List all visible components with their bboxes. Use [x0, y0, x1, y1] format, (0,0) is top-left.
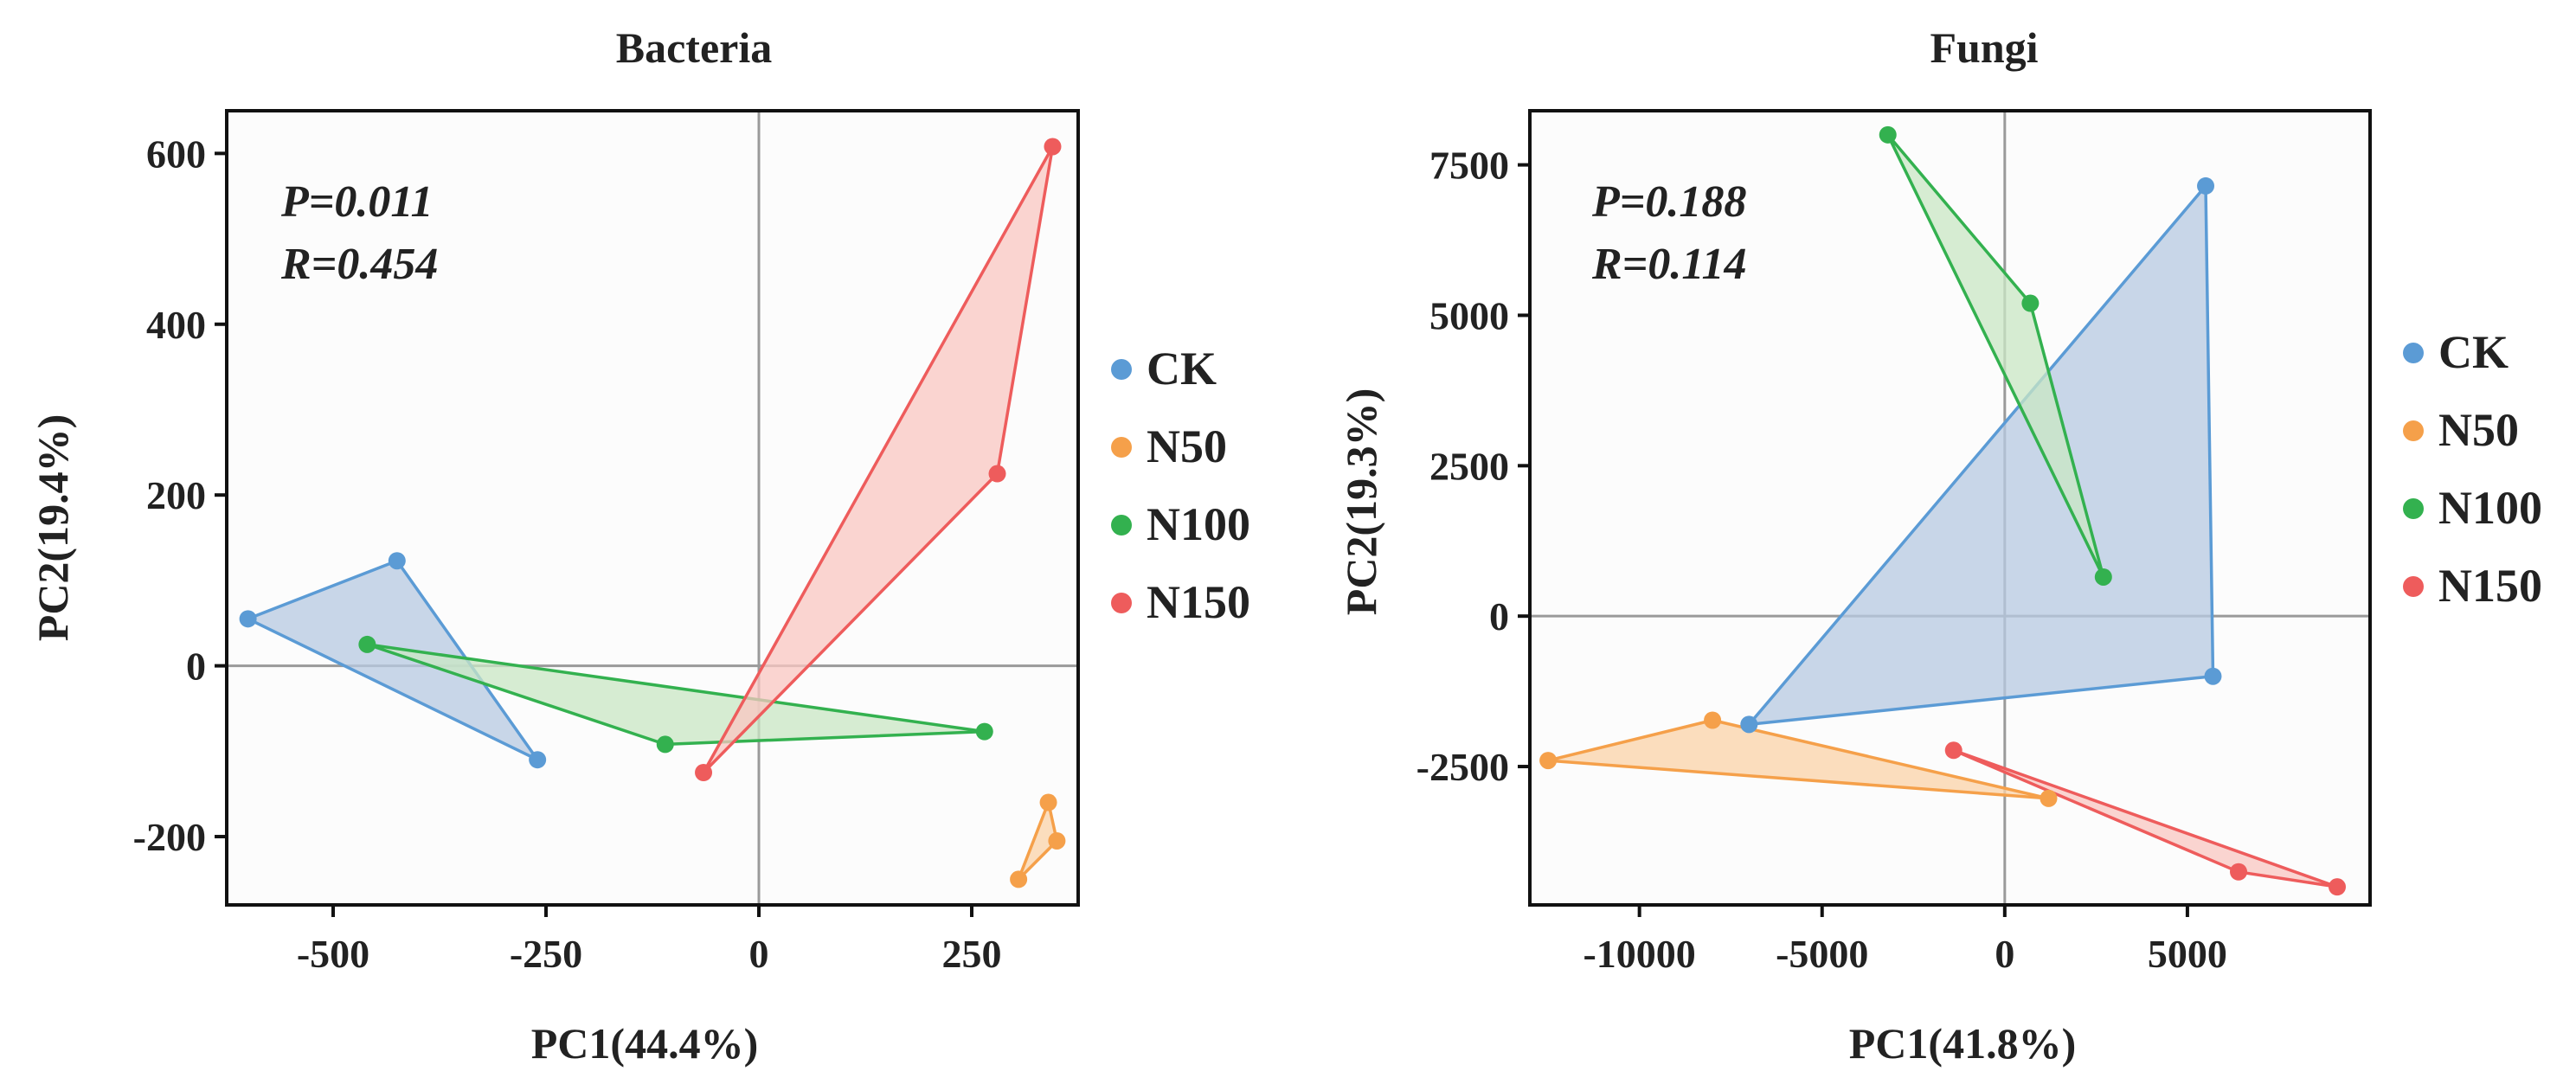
fungi-point-n50-2	[2040, 789, 2058, 807]
fungi-legend-n100-marker	[2403, 498, 2424, 519]
bacteria-y-tick-label: 200	[146, 473, 206, 517]
fungi-title: Fungi	[1930, 23, 2038, 72]
fungi-legend-n100-label: N100	[2438, 482, 2542, 534]
fungi-hull-ck	[1747, 184, 2215, 727]
bacteria-y-tick-label: 0	[186, 645, 206, 689]
bacteria-point-n150-2	[988, 465, 1006, 483]
fungi-y-axis-label: PC2(19.3%)	[1337, 388, 1385, 615]
fungi-x-tick-label: 0	[1995, 932, 2014, 976]
bacteria-y-tick-label: 400	[146, 303, 206, 347]
fungi-legend-n50-label: N50	[2438, 404, 2519, 456]
fungi-legend-ck-marker	[2403, 343, 2424, 363]
fungi-point-n150-3	[2329, 878, 2347, 896]
fungi-hull-n150	[1951, 748, 2339, 888]
fungi-point-ck-2	[2204, 667, 2222, 685]
fungi-p-value: P=0.188	[1591, 177, 1746, 227]
fungi-x-tick-label: 5000	[2148, 932, 2227, 976]
bacteria-hull-n100	[365, 643, 986, 747]
fungi-point-n100-2	[2021, 294, 2040, 312]
bacteria-points	[239, 138, 1066, 888]
bacteria-legend-n100-marker	[1111, 515, 1132, 536]
bacteria-x-tick-label: -250	[510, 932, 582, 976]
fungi-point-ck-3	[1740, 715, 1758, 734]
bacteria-legend-n100-label: N100	[1147, 498, 1250, 550]
bacteria-y-tick-label: 600	[146, 131, 206, 176]
bacteria-point-n50-3	[1010, 870, 1028, 888]
bacteria-hulls	[246, 144, 1059, 882]
fungi-y-tick-label: -2500	[1416, 745, 1509, 789]
fungi-ticks: -10000 -5000 0 5000 -2500 0 2500 5000 7500	[1416, 144, 2227, 976]
bacteria-legend-ck-label: CK	[1147, 343, 1217, 394]
fungi-legend-n150-label: N150	[2438, 560, 2542, 612]
fungi-legend-n50-marker	[2403, 420, 2424, 441]
fungi-y-tick-label: 2500	[1429, 444, 1509, 488]
bacteria-point-n150-3	[695, 764, 713, 781]
bacteria-legend-n150-marker	[1111, 593, 1132, 613]
bacteria-point-n150-1	[1044, 138, 1062, 156]
fungi-hull-n50	[1546, 718, 2051, 800]
fungi-point-ck-1	[2197, 176, 2215, 195]
fungi-x-tick-label: -10000	[1583, 932, 1695, 976]
fungi-point-n100-1	[1879, 125, 1897, 144]
bacteria-p-value: P=0.011	[280, 177, 434, 227]
fungi-point-n50-3	[1539, 752, 1558, 770]
fungi-hull-n100	[1885, 133, 2105, 579]
bacteria-x-tick-label: -500	[297, 932, 369, 976]
bacteria-x-axis-label: PC1(44.4%)	[531, 1019, 758, 1068]
fungi-y-tick-label: 0	[1489, 594, 1509, 638]
bacteria-legend-n50-marker	[1111, 437, 1132, 458]
bacteria-point-ck-1	[239, 610, 257, 628]
fungi-legend: CK N50 N100 N150	[2403, 326, 2542, 612]
bacteria-plot-frame	[225, 109, 1080, 907]
bacteria-r-value: R=0.454	[280, 240, 438, 289]
bacteria-title: Bacteria	[616, 23, 772, 72]
fungi-point-n150-2	[2230, 863, 2248, 881]
bacteria-point-n50-1	[1039, 793, 1057, 811]
bacteria-legend: CK N50 N100 N150	[1111, 343, 1250, 628]
bacteria-y-axis-label: PC2(19.4%)	[29, 414, 77, 641]
bacteria-point-ck-2	[388, 552, 406, 570]
fungi-panel: Fungi -10000 -5000 0 5000 -2500 0 2500 5000 7500…	[1337, 23, 2542, 1068]
bacteria-panel: Bacteria -500 -250 0 250 -200 0 200 400 600 PC1(…	[29, 23, 1250, 1068]
bacteria-legend-ck-marker	[1111, 359, 1132, 380]
bacteria-point-n50-2	[1048, 831, 1066, 850]
fungi-point-n150-1	[1944, 741, 1963, 760]
bacteria-hull-n150	[702, 144, 1055, 774]
bacteria-point-ck-3	[529, 751, 547, 769]
bacteria-point-n100-2	[656, 735, 674, 754]
fungi-point-n50-1	[1704, 711, 1722, 729]
fungi-x-tick-label: -5000	[1776, 932, 1868, 976]
bacteria-x-tick-label: 0	[749, 932, 769, 976]
fungi-r-value: R=0.114	[1591, 240, 1746, 289]
bacteria-hull-n50	[1017, 800, 1059, 882]
fungi-hulls	[1546, 133, 2339, 888]
fungi-y-tick-label: 7500	[1429, 144, 1509, 188]
fungi-plot-frame	[1528, 109, 2372, 907]
bacteria-legend-n150-label: N150	[1147, 576, 1250, 628]
bacteria-point-n100-1	[358, 635, 376, 653]
bacteria-y-tick-label: -200	[133, 815, 206, 859]
fungi-point-n100-3	[2094, 568, 2112, 586]
fungi-x-axis-label: PC1(41.8%)	[1849, 1019, 2076, 1068]
bacteria-x-tick-label: 250	[942, 932, 1002, 976]
fungi-legend-n150-marker	[2403, 576, 2424, 597]
fungi-y-tick-label: 5000	[1429, 293, 1509, 337]
bacteria-ticks: -500 -250 0 250 -200 0 200 400 600	[133, 131, 1002, 976]
bacteria-point-n100-3	[975, 722, 993, 741]
fungi-points	[1539, 125, 2347, 896]
fungi-legend-ck-label: CK	[2438, 326, 2509, 378]
bacteria-legend-n50-label: N50	[1147, 420, 1227, 472]
